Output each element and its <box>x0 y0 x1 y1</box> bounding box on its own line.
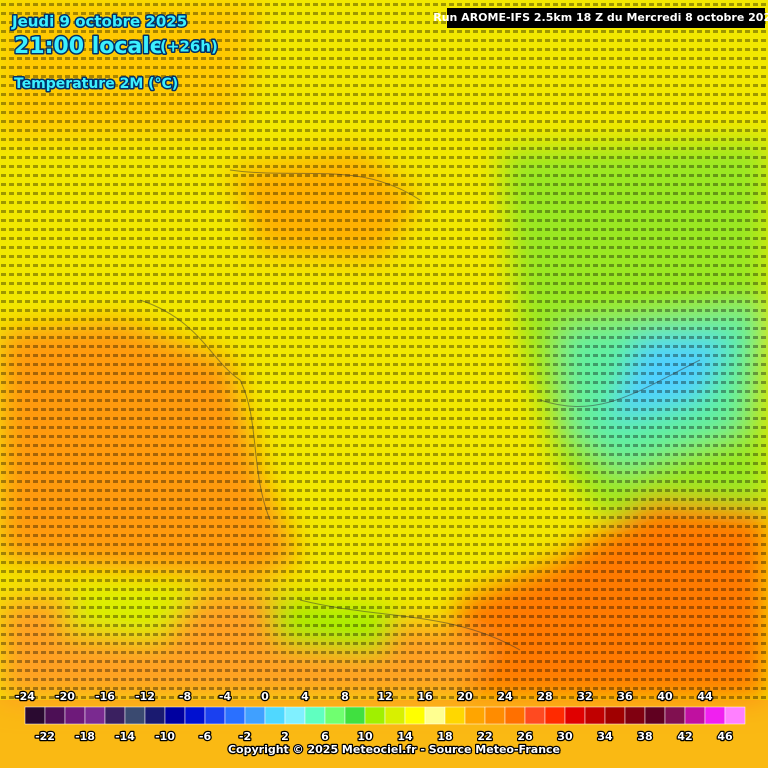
legend-swatch <box>24 706 46 725</box>
legend-tick-bottom: 18 <box>437 730 452 743</box>
parameter: Temperature 2M (°C) <box>14 76 178 92</box>
legend-swatch <box>444 706 466 725</box>
legend-tick-top: -12 <box>135 690 155 703</box>
legend-swatch <box>84 706 106 725</box>
legend-swatch <box>584 706 606 725</box>
legend-swatch <box>644 706 666 725</box>
legend-swatch <box>544 706 566 725</box>
lead-time: (+26h) <box>160 38 218 56</box>
legend-swatch <box>564 706 586 725</box>
legend-swatch <box>244 706 266 725</box>
legend-tick-bottom: 6 <box>321 730 329 743</box>
legend-swatch <box>524 706 546 725</box>
legend-swatch <box>44 706 66 725</box>
legend-tick-top: 44 <box>697 690 713 703</box>
legend-tick-top: -20 <box>55 690 75 703</box>
legend-swatch <box>304 706 326 725</box>
legend-tick-top: 20 <box>457 690 473 703</box>
legend-swatch <box>604 706 626 725</box>
legend-tick-top: 36 <box>617 690 633 703</box>
legend-swatch <box>704 706 726 725</box>
legend-tick-bottom: 42 <box>677 730 692 743</box>
copyright: Copyright © 2025 Meteociel.fr - Source M… <box>228 743 560 756</box>
legend-swatch <box>184 706 206 725</box>
legend-tick-top: 12 <box>377 690 392 703</box>
legend-tick-bottom: -6 <box>199 730 212 743</box>
legend-swatch <box>464 706 486 725</box>
legend-swatch <box>484 706 506 725</box>
legend-swatch <box>424 706 446 725</box>
legend-tick-bottom: 46 <box>717 730 733 743</box>
legend-swatch <box>624 706 646 725</box>
legend-tick-top: 28 <box>537 690 552 703</box>
legend-tick-bottom: 34 <box>597 730 613 743</box>
legend-tick-top: 0 <box>261 690 269 703</box>
legend-tick-bottom: 10 <box>357 730 373 743</box>
legend-swatch <box>264 706 286 725</box>
legend-tick-bottom: 2 <box>281 730 289 743</box>
legend-swatch <box>364 706 386 725</box>
legend-swatch <box>284 706 306 725</box>
legend-tick-bottom: 30 <box>557 730 573 743</box>
legend-swatch <box>384 706 406 725</box>
legend-tick-top: 4 <box>301 690 309 703</box>
legend-tick-bottom: 14 <box>397 730 413 743</box>
legend-tick-bottom: 22 <box>477 730 492 743</box>
legend-swatch <box>124 706 146 725</box>
date: Jeudi 9 octobre 2025 <box>11 13 187 31</box>
legend-tick-bottom: -14 <box>115 730 135 743</box>
legend-swatch <box>404 706 426 725</box>
legend-tick-top: 16 <box>417 690 433 703</box>
legend-swatch <box>224 706 246 725</box>
legend-tick-top: 32 <box>577 690 592 703</box>
time: 21:00 locale <box>14 34 165 59</box>
legend-tick-top: -8 <box>179 690 191 703</box>
legend-tick-bottom: -22 <box>35 730 55 743</box>
legend-swatch <box>204 706 226 725</box>
legend-tick-top: 24 <box>497 690 513 703</box>
legend-tick-bottom: 38 <box>637 730 652 743</box>
legend-tick-bottom: -2 <box>239 730 251 743</box>
legend-tick-top: 40 <box>657 690 673 703</box>
legend-swatch <box>344 706 366 725</box>
legend-tick-bottom: -10 <box>155 730 175 743</box>
legend-swatch <box>324 706 346 725</box>
legend: -24 -20 -16 -12 -8 -4 0 4 8 12 16 20 24 28 32 36 40 44-22… <box>14 689 746 744</box>
legend-tick-top: -24 <box>15 690 35 703</box>
legend-tick-bottom: -18 <box>75 730 95 743</box>
legend-swatch <box>64 706 86 725</box>
legend-tick-top: -16 <box>95 690 115 703</box>
legend-tick-bottom: 26 <box>517 730 533 743</box>
run-box <box>447 8 765 28</box>
legend-tick-top: 8 <box>341 690 349 703</box>
legend-swatch <box>104 706 126 725</box>
legend-swatch <box>664 706 686 725</box>
legend-swatch <box>164 706 186 725</box>
legend-swatch <box>504 706 526 725</box>
legend-tick-top: -4 <box>219 690 232 703</box>
run-info: Run AROME-IFS 2.5km 18 Z du Mercredi 8 o… <box>433 11 768 24</box>
legend-swatch <box>724 706 746 725</box>
legend-swatch <box>144 706 166 725</box>
legend-swatch <box>684 706 706 725</box>
